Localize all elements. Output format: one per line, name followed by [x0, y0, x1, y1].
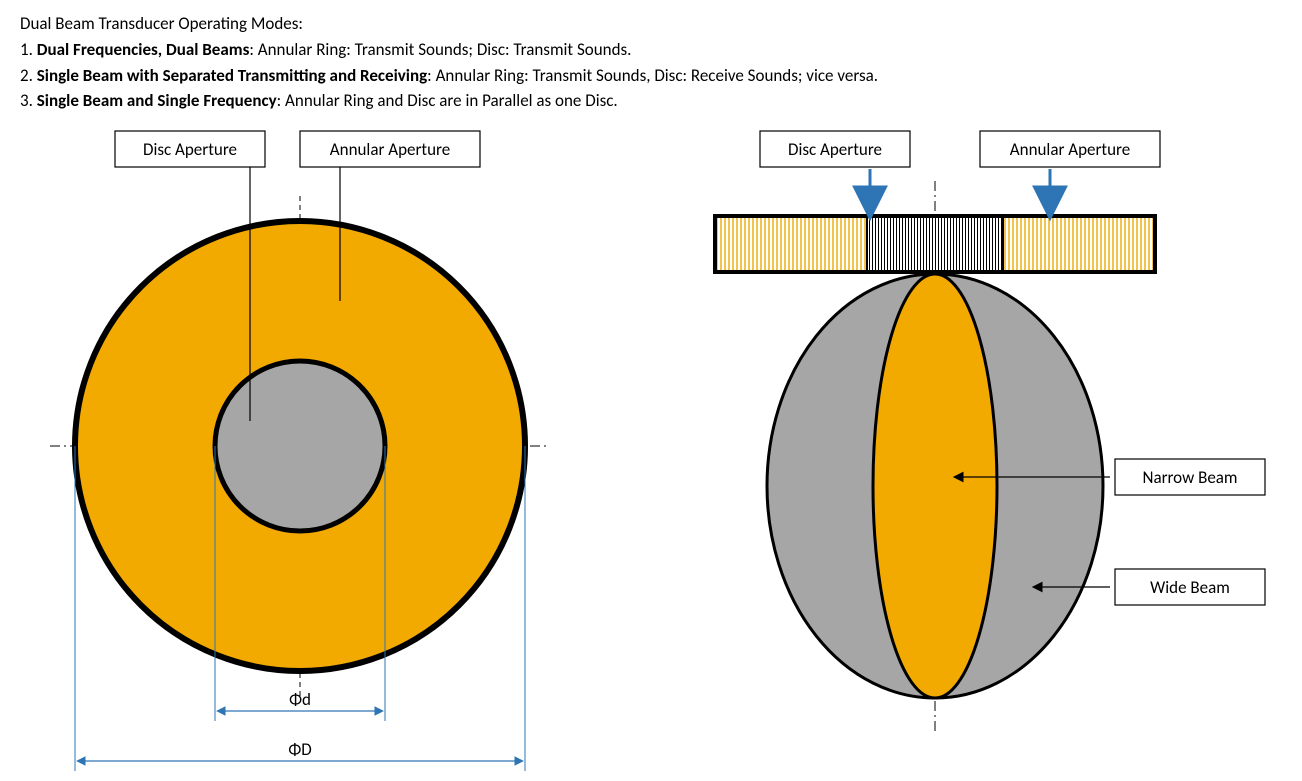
phi-D-label: ΦD	[288, 739, 311, 760]
inner-disc	[215, 361, 385, 531]
right-diagram: Disc Aperture Annular Aperture Narrow Be…	[715, 131, 1265, 731]
right-annular-label: Annular Aperture	[1010, 139, 1130, 160]
header-text: Dual Beam Transducer Operating Modes: 1.…	[20, 12, 1282, 113]
right-disc-label: Disc Aperture	[788, 139, 882, 160]
diagram-area: Disc Aperture Annular Aperture Φd ΦD	[20, 121, 1282, 781]
diagram-svg: Disc Aperture Annular Aperture Φd ΦD	[20, 121, 1282, 781]
left-annular-label: Annular Aperture	[330, 139, 450, 160]
phi-d-label: Φd	[289, 689, 311, 710]
left-disc-label: Disc Aperture	[143, 139, 237, 160]
mode-2: 2. Single Beam with Separated Transmitti…	[20, 64, 1282, 88]
left-diagram: Disc Aperture Annular Aperture Φd ΦD	[50, 131, 550, 771]
mode-1: 1. Dual Frequencies, Dual Beams: Annular…	[20, 38, 1282, 62]
narrow-beam-label: Narrow Beam	[1142, 467, 1237, 488]
narrow-beam	[873, 274, 997, 698]
transducer-cross-section	[715, 216, 1155, 272]
mode-3: 3. Single Beam and Single Frequency: Ann…	[20, 89, 1282, 113]
title: Dual Beam Transducer Operating Modes:	[20, 12, 1282, 36]
wide-beam-label: Wide Beam	[1150, 577, 1230, 598]
